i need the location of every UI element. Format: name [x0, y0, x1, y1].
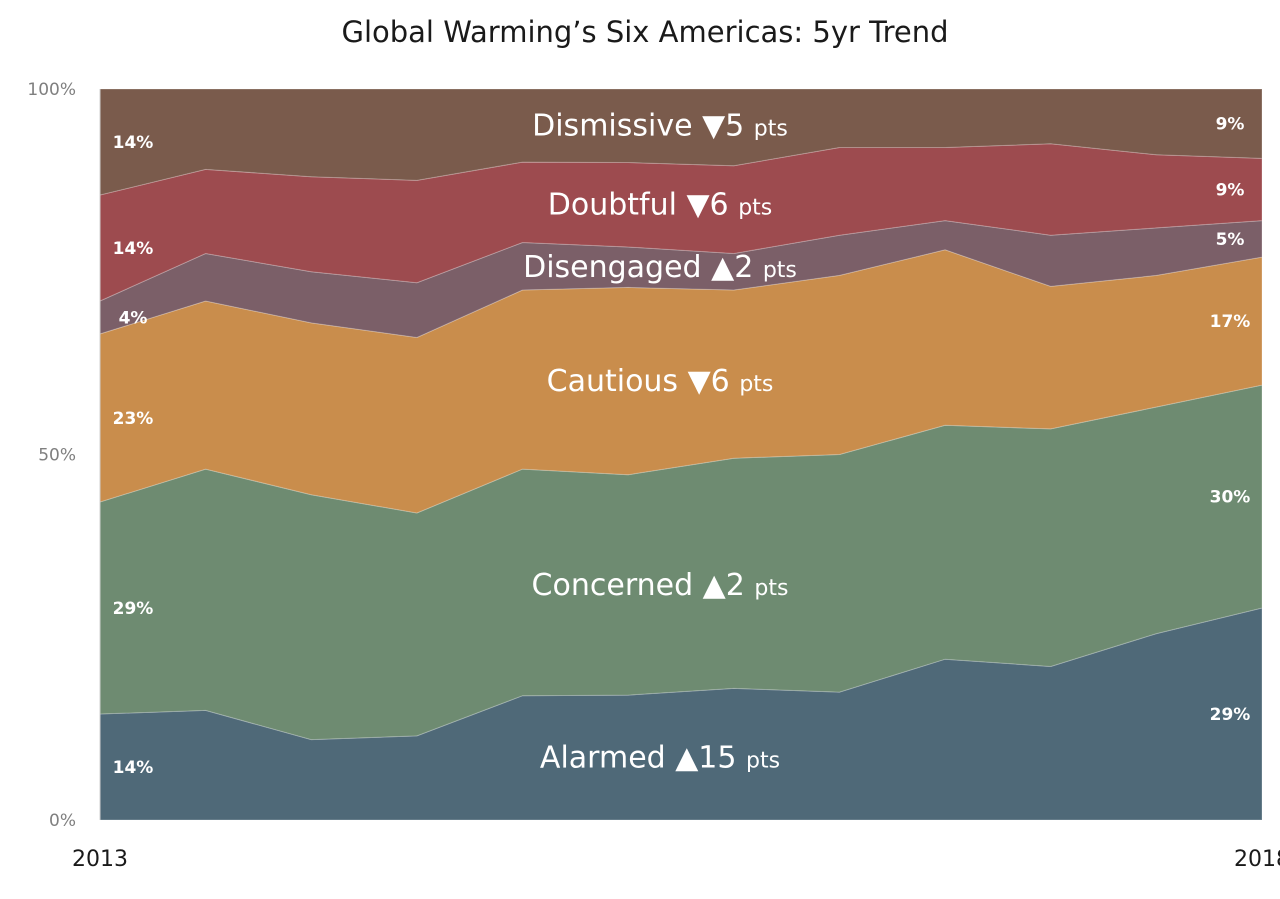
end-label-concerned: 30%: [1210, 488, 1251, 508]
end-data-labels: 29% 30% 17% 5% 9% 9%: [1210, 115, 1251, 725]
band-name: Concerned: [532, 568, 703, 603]
band-unit: pts: [746, 749, 780, 774]
change-arrow-icon: ▲2: [711, 250, 763, 285]
area-dismissive: [99, 88, 1263, 196]
start-label-cautious: 23%: [113, 409, 154, 429]
band-unit: pts: [754, 576, 788, 601]
band-unit: pts: [754, 117, 788, 142]
end-label-cautious: 17%: [1210, 312, 1251, 332]
area-layers: [99, 88, 1263, 821]
band-label-cautious: Cautious ▼6 pts: [547, 364, 774, 399]
y-tick-label: 0%: [49, 811, 76, 831]
start-data-labels: 14% 29% 23% 4% 14% 14%: [113, 133, 154, 778]
change-arrow-icon: ▲2: [703, 568, 755, 603]
y-tick-labels: 0% 50% 100%: [27, 80, 76, 831]
start-label-concerned: 29%: [113, 599, 154, 619]
y-tick-label: 100%: [27, 80, 76, 100]
band-name: Disengaged: [523, 250, 711, 285]
band-name: Doubtful: [548, 188, 687, 223]
x-tick-labels: 2013 2018: [72, 847, 1280, 872]
band-unit: pts: [738, 196, 772, 221]
change-arrow-icon: ▼5: [702, 109, 754, 144]
chart-title: Global Warming’s Six Americas: 5yr Trend: [341, 15, 948, 49]
end-label-doubtful: 9%: [1216, 181, 1245, 201]
band-label-doubtful: Doubtful ▼6 pts: [548, 188, 773, 223]
band-label-alarmed: Alarmed ▲15 pts: [540, 741, 780, 776]
y-tick-label: 50%: [38, 446, 76, 466]
band-unit: pts: [739, 372, 773, 397]
band-label-dismissive: Dismissive ▼5 pts: [532, 109, 788, 144]
band-unit: pts: [763, 258, 797, 283]
band-label-concerned: Concerned ▲2 pts: [532, 568, 789, 603]
end-label-disengaged: 5%: [1216, 230, 1245, 250]
band-name: Dismissive: [532, 109, 702, 144]
x-tick-label: 2013: [72, 847, 128, 872]
start-label-disengaged: 4%: [119, 308, 148, 328]
x-tick-label: 2018: [1234, 847, 1280, 872]
change-arrow-icon: ▲15: [675, 741, 746, 776]
band-name: Alarmed: [540, 741, 675, 776]
band-label-disengaged: Disengaged ▲2 pts: [523, 250, 797, 285]
end-label-dismissive: 9%: [1216, 115, 1245, 135]
start-label-alarmed: 14%: [113, 758, 154, 778]
start-label-dismissive: 14%: [113, 133, 154, 153]
start-label-doubtful: 14%: [113, 239, 154, 259]
change-arrow-icon: ▼6: [686, 188, 738, 223]
end-label-alarmed: 29%: [1210, 705, 1251, 725]
band-name: Cautious: [547, 364, 688, 399]
change-arrow-icon: ▼6: [688, 364, 740, 399]
